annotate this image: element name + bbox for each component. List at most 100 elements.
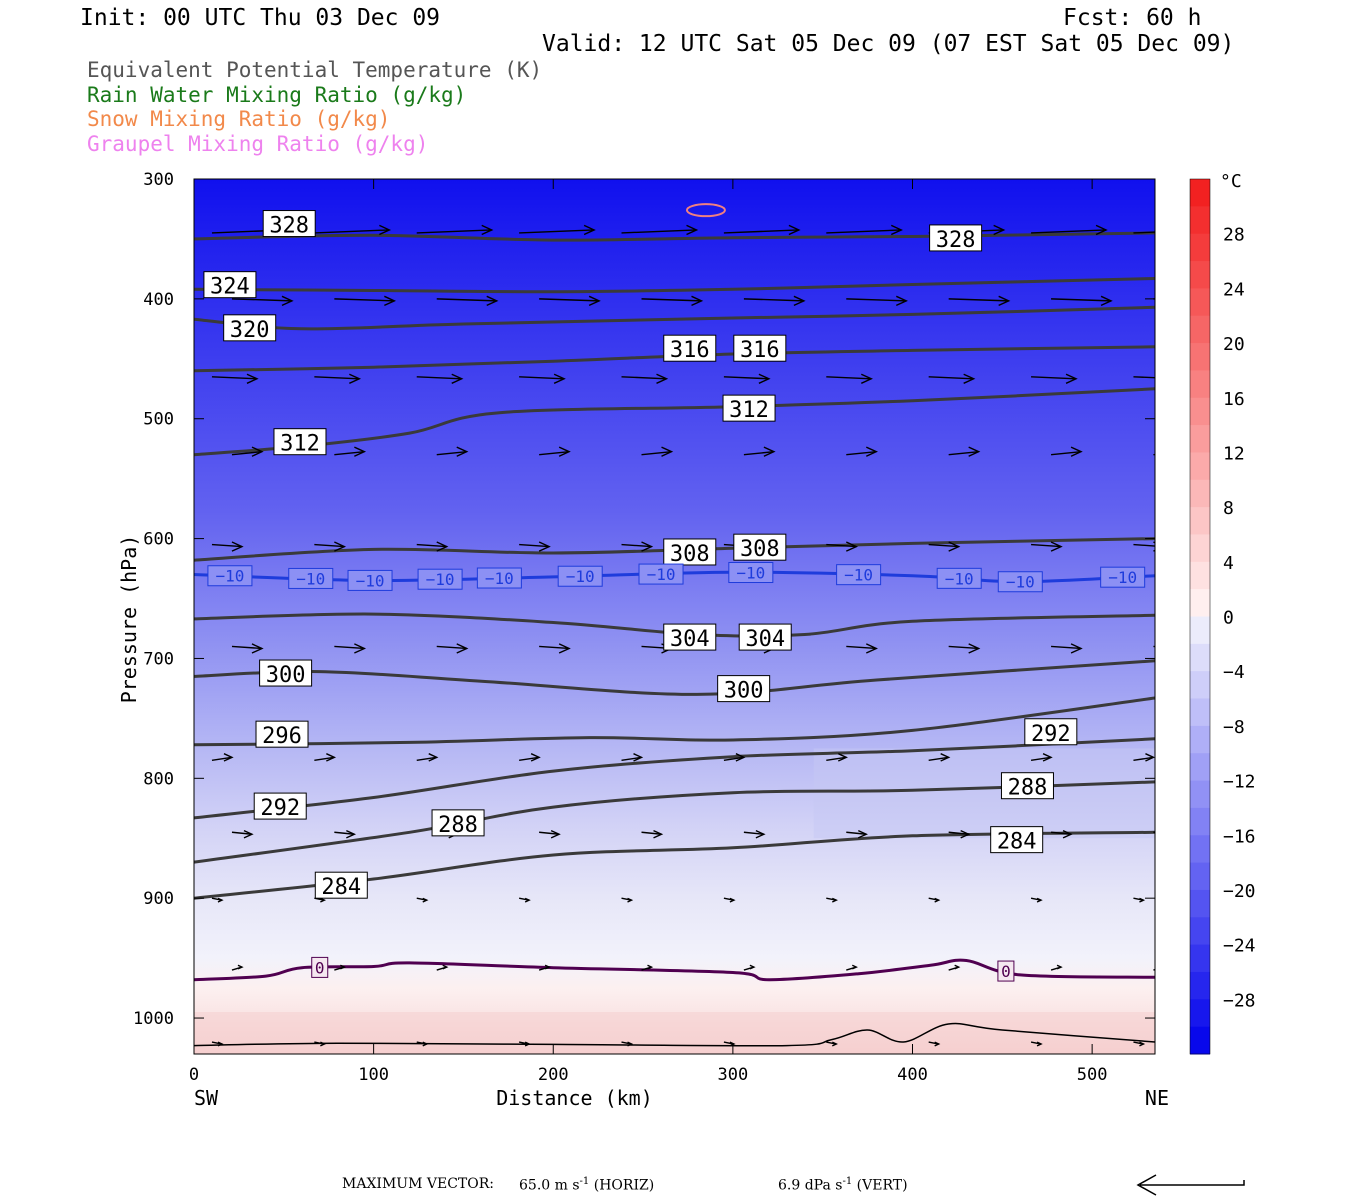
colorbar-tick-label: −12 bbox=[1223, 772, 1256, 793]
wind-vector-head bbox=[1139, 1041, 1146, 1047]
wind-vector-head bbox=[968, 446, 981, 457]
wind-vector bbox=[826, 229, 902, 234]
temperature-label: −10 bbox=[647, 565, 676, 584]
wind-vector-head bbox=[251, 643, 264, 654]
temperature-label: −10 bbox=[566, 567, 595, 586]
contour-label-box bbox=[733, 533, 787, 561]
temperature-label: −10 bbox=[844, 566, 873, 585]
wind-vector-head bbox=[1145, 753, 1155, 762]
wind-vector-head bbox=[456, 446, 469, 457]
colorbar-tick-label: 24 bbox=[1223, 279, 1245, 300]
contour-label-box bbox=[1000, 772, 1054, 800]
wind-vector bbox=[334, 298, 395, 302]
wind-vector-head bbox=[320, 897, 327, 903]
wind-vector-head bbox=[993, 224, 1006, 236]
wind-vector bbox=[314, 756, 335, 762]
wind-vector bbox=[334, 450, 365, 456]
x-axis-label: Distance (km) bbox=[496, 1086, 653, 1110]
colorbar-segment bbox=[1190, 698, 1210, 727]
temperature-label-box bbox=[936, 567, 982, 589]
temperature-label: −10 bbox=[945, 569, 974, 588]
wind-vector bbox=[641, 450, 672, 456]
colorbar-tick-label: 0 bbox=[1223, 608, 1234, 629]
colorbar-tick-label: −8 bbox=[1223, 717, 1245, 738]
wind-vector-head bbox=[831, 897, 838, 903]
max-vector-arrow bbox=[1136, 1174, 1245, 1196]
wind-vector bbox=[519, 229, 595, 234]
contour-label-box bbox=[255, 720, 309, 748]
wind-vector-head bbox=[583, 224, 596, 236]
colorbar-segment bbox=[1190, 288, 1210, 317]
colorbar-segment bbox=[1190, 589, 1210, 617]
contour-label-box bbox=[223, 314, 277, 342]
max-horiz-vector: 65.0 m s-1 (HORIZ) bbox=[519, 1176, 654, 1194]
contour-label-320: 320 bbox=[230, 318, 270, 343]
wind-vector-head bbox=[890, 224, 903, 236]
wind-vector bbox=[231, 645, 263, 650]
wind-vector-head bbox=[1173, 447, 1183, 456]
wind-vector bbox=[948, 298, 1009, 302]
wind-vector bbox=[539, 450, 570, 456]
colorbar-segment bbox=[1190, 616, 1210, 645]
wind-vector bbox=[314, 543, 345, 548]
contour-label-box bbox=[722, 394, 776, 422]
contour-label-box bbox=[733, 334, 787, 362]
contour-label-box bbox=[273, 428, 327, 456]
temperature-label-box bbox=[1100, 566, 1146, 588]
y-tick-label: 300 bbox=[143, 170, 174, 190]
colorbar-tick-label: 8 bbox=[1223, 498, 1234, 519]
graupel-contour bbox=[685, 203, 726, 218]
temperature-label-box bbox=[997, 571, 1043, 593]
wind-vector-head bbox=[691, 295, 704, 307]
colorbar-segment bbox=[1190, 452, 1210, 481]
wind-vector bbox=[436, 298, 497, 302]
wind-vector-head bbox=[422, 1041, 429, 1047]
wind-vector-head bbox=[1065, 373, 1078, 384]
wind-vector-head bbox=[550, 829, 561, 839]
legend-rain: Rain Water Mixing Ratio (g/kg) bbox=[87, 83, 467, 107]
colorbar-segment bbox=[1190, 944, 1210, 973]
wind-vector-head bbox=[641, 541, 654, 552]
wind-vector bbox=[723, 756, 745, 762]
wind-vector-head bbox=[379, 224, 392, 236]
wind-vector bbox=[826, 543, 857, 548]
contour-label-312: 312 bbox=[729, 398, 769, 423]
valid-time: Valid: 12 UTC Sat 05 Dec 09 (07 EST Sat … bbox=[542, 31, 1235, 57]
contour-label-284: 284 bbox=[321, 875, 361, 900]
wind-vector-head bbox=[1095, 224, 1108, 236]
wind-vector bbox=[826, 756, 847, 762]
theta-e-contour-300 bbox=[194, 659, 1155, 696]
wind-vector-head bbox=[647, 964, 654, 970]
contour-label-304: 304 bbox=[745, 627, 785, 652]
contour-label-box bbox=[663, 623, 717, 651]
temperature-label: −10 bbox=[426, 570, 455, 589]
contour-label-316: 316 bbox=[670, 338, 710, 363]
wind-vector bbox=[846, 831, 867, 835]
temperature-label-box bbox=[288, 567, 334, 589]
wind-vector-head bbox=[1042, 753, 1053, 762]
horiz-sup: -1 bbox=[579, 1176, 590, 1187]
wind-vector bbox=[1133, 756, 1154, 762]
wind-vector bbox=[1153, 831, 1155, 834]
wind-vector-head bbox=[1100, 295, 1113, 307]
theta-e-contour-292 bbox=[194, 737, 1155, 820]
wind-vector bbox=[519, 376, 565, 380]
wind-vector-head bbox=[281, 295, 294, 307]
wind-vector-head bbox=[530, 753, 541, 762]
wind-vector bbox=[621, 756, 642, 762]
max-vert-vector: 6.9 dPa s-1 (VERT) bbox=[778, 1176, 908, 1194]
wind-vector-head bbox=[422, 897, 429, 903]
wind-vector bbox=[948, 450, 979, 456]
wind-vector bbox=[621, 543, 652, 548]
contour-label-292: 292 bbox=[1031, 722, 1071, 747]
wind-vector bbox=[436, 450, 467, 456]
wind-vector bbox=[743, 298, 804, 302]
temperature-label: 0 bbox=[315, 958, 325, 977]
wind-vector bbox=[539, 831, 560, 835]
wind-vector-head bbox=[656, 373, 669, 384]
wind-vector bbox=[743, 450, 774, 456]
wind-vector-head bbox=[860, 373, 873, 384]
wind-vector bbox=[1133, 231, 1155, 234]
wind-vector-head bbox=[895, 295, 908, 307]
wind-vector bbox=[211, 543, 243, 548]
